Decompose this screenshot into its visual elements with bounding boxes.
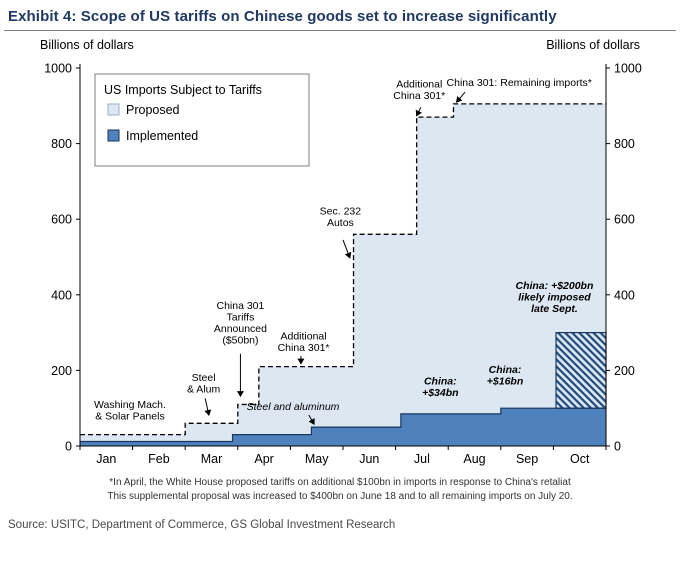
y-tick-label-right: 1000 bbox=[614, 62, 642, 76]
y-tick-label-left: 600 bbox=[51, 213, 72, 227]
y-tick-label-left: 400 bbox=[51, 288, 72, 302]
annotation-china-301-announced: ($50bn) bbox=[222, 335, 258, 347]
x-tick-label: Jan bbox=[96, 452, 116, 466]
annotation-sec-232-autos: Sec. 232 bbox=[320, 206, 362, 218]
y-tick-label-right: 400 bbox=[614, 288, 635, 302]
annotation-additional-china-301-second: China 301* bbox=[393, 90, 445, 102]
legend-title: US Imports Subject to Tariffs bbox=[104, 83, 262, 97]
legend-swatch-implemented bbox=[107, 129, 120, 142]
y-tick-label-left: 1000 bbox=[44, 62, 72, 76]
annotation-arrow-sec-232-autos bbox=[342, 239, 352, 259]
annotation-steel-and-aluminum: Steel and aluminum bbox=[247, 401, 340, 413]
x-tick-label: Feb bbox=[148, 452, 170, 466]
left-axis-caption: Billions of dollars bbox=[40, 38, 134, 52]
annotation-china-301-remaining: China 301: Remaining imports* bbox=[447, 77, 592, 89]
annotation-washing-solar: Washing Mach. bbox=[94, 399, 166, 411]
x-tick-label: Jul bbox=[414, 452, 430, 466]
annotation-china-200bn: China: +$200bn bbox=[515, 280, 593, 292]
legend-box bbox=[94, 73, 310, 167]
chart-footnote: *In April, the White House proposed tari… bbox=[0, 476, 680, 503]
annotation-arrow-additional-china-301-second bbox=[415, 107, 423, 117]
implemented-line bbox=[80, 407, 606, 443]
annotation-additional-china-301-first: Additional bbox=[280, 330, 326, 342]
legend-label-implemented: Implemented bbox=[126, 129, 198, 143]
x-tick-label: Apr bbox=[254, 452, 273, 466]
proposed-area bbox=[80, 103, 606, 446]
annotation-arrow-steel-alum bbox=[204, 398, 212, 416]
exhibit-title: Exhibit 4: Scope of US tariffs on Chines… bbox=[8, 8, 557, 25]
y-tick-label-right: 200 bbox=[614, 364, 635, 378]
annotation-china-200bn: late Sept. bbox=[531, 303, 578, 315]
axis-captions: Billions of dollars Billions of dollars bbox=[0, 31, 680, 52]
annotation-china-301-announced: Tariffs bbox=[227, 312, 255, 324]
annotation-china-16bn: +$16bn bbox=[487, 376, 523, 388]
x-tick-label: Jun bbox=[359, 452, 379, 466]
annotation-china-301-announced: Announced bbox=[214, 323, 267, 335]
x-tick-label: May bbox=[305, 452, 329, 466]
annotation-china-200bn: likely imposed bbox=[518, 292, 591, 304]
y-tick-label-left: 800 bbox=[51, 137, 72, 151]
legend-label-proposed: Proposed bbox=[126, 103, 180, 117]
title-divider bbox=[4, 30, 676, 31]
proposed-dashed-line bbox=[80, 103, 606, 436]
y-tick-label-left: 0 bbox=[65, 440, 72, 454]
annotation-sec-232-autos: Autos bbox=[327, 217, 354, 229]
annotation-china-34bn: China: bbox=[424, 375, 457, 387]
source-line: Source: USITC, Department of Commerce, G… bbox=[8, 519, 396, 531]
annotation-additional-china-301-first: China 301* bbox=[278, 342, 330, 354]
annotation-arrow-steel-and-aluminum bbox=[308, 414, 315, 425]
annotation-additional-china-301-second: Additional bbox=[396, 79, 442, 91]
x-tick-label: Oct bbox=[570, 452, 590, 466]
annotation-steel-alum: & Alum bbox=[187, 383, 221, 395]
annotation-arrow-china-301-remaining bbox=[455, 91, 466, 103]
annotation-washing-solar: & Solar Panels bbox=[95, 411, 164, 423]
footnote-line-1: *In April, the White House proposed tari… bbox=[109, 477, 571, 488]
annotation-china-16bn: China: bbox=[489, 364, 522, 376]
right-axis-caption: Billions of dollars bbox=[546, 38, 640, 52]
annotation-china-34bn: +$34bn bbox=[422, 387, 458, 399]
y-tick-label-right: 800 bbox=[614, 137, 635, 151]
x-tick-label: Mar bbox=[201, 452, 223, 466]
tariffs-step-chart: 0 0 200 200 400 400 600 600 800 800 1000 1000 Jan Feb… bbox=[44, 62, 642, 467]
x-tick-label: Aug bbox=[463, 452, 485, 466]
likely-hatched-area bbox=[555, 332, 607, 409]
footnote-line-2: This supplemental proposal was increased… bbox=[107, 490, 573, 502]
y-tick-label-left: 200 bbox=[51, 364, 72, 378]
annotation-china-301-announced: China 301 bbox=[216, 300, 264, 312]
y-tick-label-right: 0 bbox=[614, 440, 621, 454]
x-tick-label: Sep bbox=[516, 452, 538, 466]
annotation-steel-alum: Steel bbox=[192, 372, 216, 384]
legend-swatch-proposed bbox=[107, 103, 120, 116]
y-tick-label-right: 600 bbox=[614, 213, 635, 227]
